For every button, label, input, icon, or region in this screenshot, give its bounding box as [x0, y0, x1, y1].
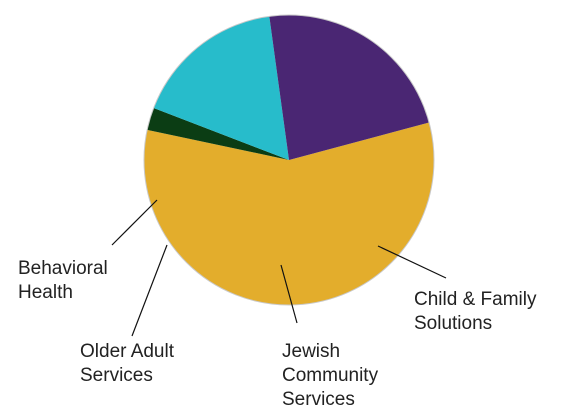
- slice-label-line: Community: [282, 365, 379, 386]
- pie-slice-child-and-family-solutions: [269, 15, 430, 160]
- slice-label-behavioral-health: Behavioral Health: [18, 258, 108, 303]
- pie-outline: [143, 14, 435, 306]
- leader-line-older-adult-services: [131, 244, 168, 337]
- pie-slice-jewish-community-services: [153, 16, 289, 160]
- pie-slice-older-adult-services: [147, 108, 289, 160]
- leader-line-jewish-community-services: [280, 264, 298, 324]
- slice-label-child-and-family-solutions: Child & Family Solutions: [414, 289, 537, 334]
- slice-label-jewish-community-services: Jewish Community Services: [282, 341, 379, 410]
- slice-label-line: Services: [80, 365, 153, 386]
- slice-label-line: Health: [18, 282, 73, 303]
- slice-label-line: Services: [282, 389, 355, 410]
- leader-line-child-and-family-solutions: [377, 245, 447, 279]
- slice-label-line: Child & Family: [414, 289, 537, 310]
- slice-label-older-adult-services: Older Adult Services: [80, 341, 175, 386]
- leader-lines: [111, 199, 447, 337]
- slice-label-line: Behavioral: [18, 258, 108, 279]
- slice-label-line: Jewish: [282, 341, 340, 362]
- pie-slices: [143, 14, 435, 306]
- leader-line-behavioral-health: [111, 199, 158, 246]
- pie-slice-behavioral-health: [143, 122, 435, 306]
- slice-label-line: Older Adult: [80, 341, 175, 362]
- slice-label-line: Solutions: [414, 313, 492, 334]
